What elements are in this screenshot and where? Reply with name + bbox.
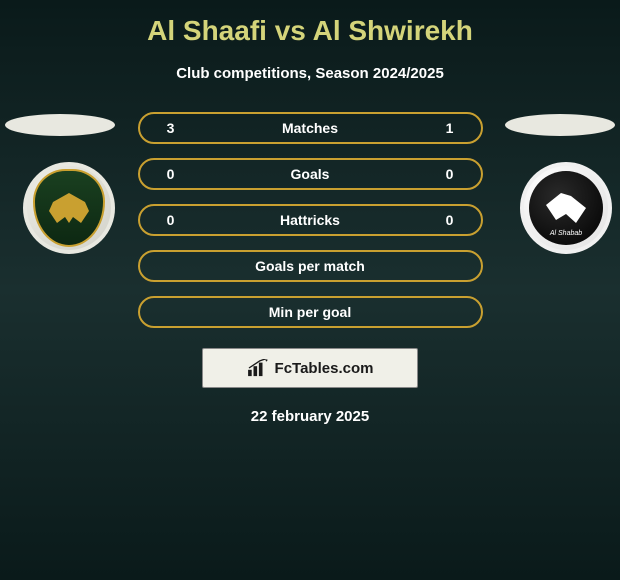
stat-value-right: 1 [435,120,465,136]
stat-label: Matches [282,120,338,136]
page-subtitle: Club competitions, Season 2024/2025 [176,65,444,82]
stat-row-hattricks: 0 Hattricks 0 [138,204,483,236]
stat-row-goals-per-match: Goals per match [138,250,483,282]
team-badge-left [23,162,115,254]
badge-label-right: Al Shabab [550,230,582,237]
shadow-ellipse-right [505,114,615,136]
brand-text: FcTables.com [275,360,374,377]
stat-row-goals: 0 Goals 0 [138,158,483,190]
eagle-icon [49,193,89,223]
page-title: Al Shaafi vs Al Shwirekh [147,15,473,47]
stats-rows: 3 Matches 1 0 Goals 0 0 Hattricks 0 Goal… [138,112,483,328]
dark-circle-icon: Al Shabab [529,171,603,245]
shadow-ellipse-left [5,114,115,136]
badge-circle-right: Al Shabab [520,162,612,254]
comparison-card: Al Shaafi vs Al Shwirekh Club competitio… [0,0,620,435]
swoosh-icon [541,193,591,223]
stat-value-left: 0 [156,212,186,228]
stat-label: Goals per match [255,258,365,274]
stat-label: Min per goal [269,304,351,320]
footer-date: 22 february 2025 [251,408,369,425]
shield-icon [33,169,105,247]
stat-label: Hattricks [280,212,340,228]
stat-label: Goals [291,166,330,182]
stat-row-min-per-goal: Min per goal [138,296,483,328]
stat-value-left: 0 [156,166,186,182]
chart-icon [247,359,269,377]
brand-box[interactable]: FcTables.com [202,348,418,388]
stat-value-right: 0 [435,212,465,228]
stats-area: Al Shabab 3 Matches 1 0 Goals 0 0 Hattri… [0,112,620,328]
badge-circle-left [23,162,115,254]
stat-value-right: 0 [435,166,465,182]
team-badge-right: Al Shabab [520,162,612,254]
stat-row-matches: 3 Matches 1 [138,112,483,144]
stat-value-left: 3 [156,120,186,136]
